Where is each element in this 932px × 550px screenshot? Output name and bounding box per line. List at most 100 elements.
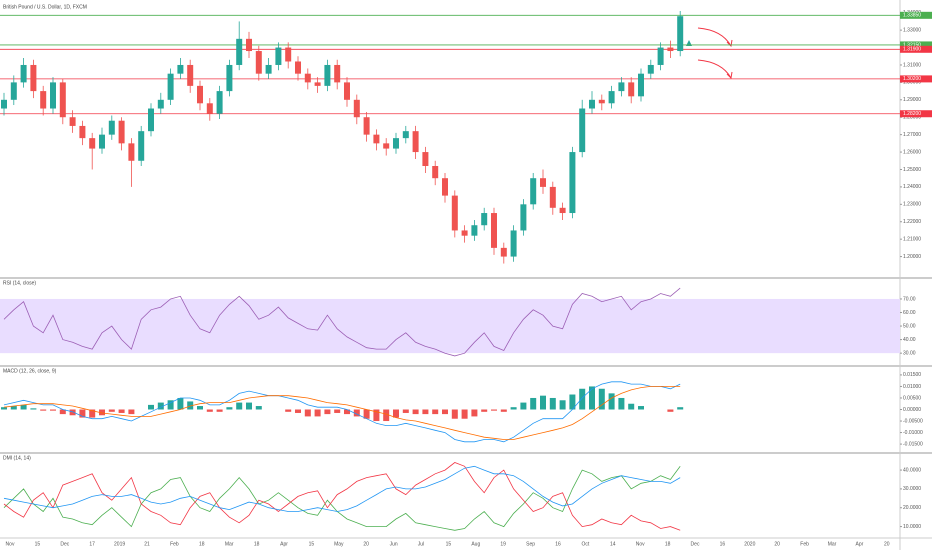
- histogram-bar: [177, 397, 184, 410]
- x-tick-label: Oct: [582, 541, 590, 547]
- candle-body: [118, 120, 125, 144]
- histogram-bar: [157, 402, 164, 410]
- candle-body: [265, 64, 272, 74]
- y-tick-label: 1.23000: [903, 202, 921, 208]
- candle-body: [197, 85, 203, 104]
- histogram-bar: [99, 409, 105, 416]
- histogram-bar: [520, 402, 527, 410]
- x-tick-label: 21: [144, 541, 150, 547]
- y-tick-label: 70.00: [903, 296, 916, 302]
- candle-body: [540, 178, 546, 187]
- candle-body: [236, 38, 243, 65]
- x-tick-label: Apr: [280, 541, 288, 547]
- y-tick-label: -0.00500: [903, 418, 923, 424]
- histogram-bar: [598, 388, 605, 410]
- candle-body: [285, 47, 292, 62]
- histogram-bar: [246, 402, 252, 410]
- histogram-bar: [187, 401, 194, 410]
- candle-body: [530, 178, 537, 205]
- histogram-bar: [128, 409, 135, 415]
- histogram-bar: [304, 409, 311, 417]
- candle-body: [1, 99, 7, 109]
- histogram-bar: [608, 393, 615, 410]
- histogram-bar: [373, 409, 380, 422]
- histogram-bar: [618, 397, 625, 410]
- x-tick-label: 18: [199, 541, 205, 547]
- histogram-bar: [30, 408, 37, 410]
- candle-body: [363, 117, 370, 135]
- panel-title: British Pound / U.S. Dollar, 1D, FXCM: [3, 4, 87, 10]
- candle-body: [246, 38, 252, 52]
- candle-body: [20, 64, 27, 83]
- series-line: [3, 465, 681, 512]
- candle-body: [177, 64, 184, 74]
- candle-body: [667, 47, 674, 52]
- y-tick-label: 40.0000: [903, 467, 921, 473]
- price-badge: [900, 110, 932, 118]
- y-tick-label: 30.0000: [903, 486, 921, 492]
- histogram-bar: [89, 409, 96, 418]
- candle-body: [618, 82, 625, 92]
- x-tick-label: Aug: [471, 541, 480, 547]
- panel-title: MACD (12, 26, close, 9): [3, 368, 57, 374]
- y-tick-label: 1.27000: [903, 132, 921, 138]
- candle-body: [79, 125, 86, 139]
- histogram-bar: [206, 409, 213, 412]
- histogram-bar: [432, 409, 439, 415]
- x-tick-label: 17: [89, 541, 95, 547]
- histogram-bar: [69, 409, 76, 416]
- x-tick-label: 20: [363, 541, 369, 547]
- x-tick-label: 2019: [114, 541, 125, 547]
- series-line: [3, 386, 681, 440]
- candle-body: [69, 117, 76, 126]
- y-tick-label: 0.00000: [903, 407, 921, 413]
- candle-body: [108, 120, 115, 135]
- series-line: [3, 466, 681, 531]
- candle-body: [422, 152, 429, 166]
- annotation-arrow-head: [726, 71, 733, 80]
- x-tick-label: 15: [309, 541, 315, 547]
- candle-body: [128, 143, 135, 161]
- y-tick-label: 1.25000: [903, 167, 921, 173]
- y-tick-label: -0.01500: [903, 441, 923, 447]
- x-tick-label: Feb: [800, 541, 809, 547]
- candle-body: [432, 166, 439, 179]
- candle-body: [549, 186, 556, 208]
- y-tick-label: 1.20000: [903, 254, 921, 260]
- candle-body: [451, 195, 458, 231]
- x-tick-label: Dec: [60, 541, 69, 547]
- histogram-bar: [353, 409, 360, 417]
- histogram-bar: [285, 409, 292, 412]
- candle-body: [334, 64, 341, 83]
- y-tick-label: 1.33000: [903, 27, 921, 33]
- histogram-bar: [461, 409, 468, 419]
- x-tick-label: 18: [254, 541, 260, 547]
- candle-body: [500, 247, 507, 257]
- histogram-bar: [255, 406, 262, 410]
- candle-body: [50, 82, 56, 109]
- y-tick-label: 1.26000: [903, 149, 921, 155]
- candle-body: [579, 108, 586, 153]
- histogram-bar: [216, 409, 223, 412]
- candle-body: [677, 16, 684, 52]
- y-tick-label: 40.00: [903, 337, 916, 343]
- y-tick-label: 0.01000: [903, 384, 921, 390]
- histogram-bar: [197, 406, 203, 410]
- candle-body: [167, 73, 174, 100]
- x-tick-label: Nov: [636, 541, 645, 547]
- rsi-band: [0, 298, 900, 354]
- price-badge: [900, 75, 932, 83]
- candle-body: [412, 131, 419, 153]
- candle-body: [393, 138, 399, 149]
- candle-body: [471, 225, 478, 236]
- candle-body: [589, 99, 595, 109]
- histogram-bar: [20, 404, 27, 410]
- histogram-bar: [334, 409, 341, 413]
- series-line: [3, 462, 681, 531]
- x-tick-label: Mar: [828, 541, 837, 547]
- histogram-bar: [638, 406, 644, 410]
- histogram-bar: [549, 397, 556, 410]
- y-tick-label: -0.01000: [903, 430, 923, 436]
